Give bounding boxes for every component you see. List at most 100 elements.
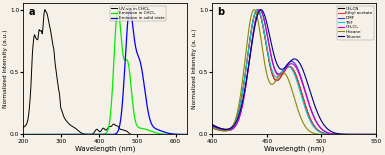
Hexane (323, 133, 327, 135)
CH₂Cl₂ (258, 9, 262, 11)
DMF (373, 134, 378, 135)
Emission in CHCl₃ (184, 134, 189, 135)
CH₃CN (210, 124, 215, 126)
Emission in CHCl₃ (116, 9, 120, 11)
Toluene (323, 125, 327, 127)
UV-vis in CHCl₃ (21, 126, 26, 128)
UV-vis in CHCl₃ (43, 9, 47, 11)
THF (323, 133, 327, 135)
UV-vis in CHCl₃ (164, 134, 169, 135)
CH₃CN (338, 133, 342, 135)
THF (338, 133, 342, 135)
Toluene (259, 9, 263, 11)
CH₂Cl₂ (282, 69, 287, 71)
Toluene (341, 133, 345, 135)
Hexane (252, 9, 256, 11)
Ethyl acetate (227, 129, 231, 131)
Emission in CHCl₃ (84, 134, 89, 135)
THF (210, 126, 215, 128)
Legend: CH₃CN, Ethyl acetate, DMF, THF, CH₂Cl₂, Hexane, Toluene: CH₃CN, Ethyl acetate, DMF, THF, CH₂Cl₂, … (337, 6, 374, 40)
Emission in solid state (164, 132, 169, 134)
DMF (338, 133, 342, 135)
Toluene (227, 128, 231, 130)
Y-axis label: Normalized Intensity (a. u.): Normalized Intensity (a. u.) (192, 29, 198, 109)
THF (373, 134, 378, 135)
CH₂Cl₂ (341, 133, 345, 135)
CH₂Cl₂ (323, 131, 327, 132)
THF (341, 134, 345, 135)
Line: Emission in solid state: Emission in solid state (23, 10, 187, 135)
CH₃CN (227, 128, 231, 130)
Emission in CHCl₃ (91, 134, 95, 135)
DMF (323, 131, 327, 132)
Line: CH₃CN: CH₃CN (213, 10, 376, 135)
UV-vis in CHCl₃ (181, 134, 186, 135)
CH₃CN (323, 133, 327, 134)
Ethyl acetate (276, 79, 281, 80)
Emission in solid state (184, 134, 189, 135)
Ethyl acetate (338, 133, 342, 135)
THF (282, 68, 287, 70)
Emission in CHCl₃ (40, 134, 44, 135)
Toluene (210, 124, 215, 126)
Emission in solid state (40, 134, 44, 135)
UV-vis in CHCl₃ (91, 133, 95, 134)
DMF (341, 133, 345, 135)
Emission in CHCl₃ (181, 134, 186, 135)
Line: Hexane: Hexane (213, 10, 376, 135)
CH₂Cl₂ (227, 129, 231, 131)
Legend: UV-vis in CHCl₃, Emission in CHCl₃, Emission in solid state: UV-vis in CHCl₃, Emission in CHCl₃, Emis… (110, 6, 166, 21)
Emission in solid state (91, 134, 95, 135)
Text: a: a (28, 7, 35, 17)
Toluene (282, 67, 287, 69)
UV-vis in CHCl₃ (50, 38, 54, 39)
CH₃CN (282, 70, 287, 72)
UV-vis in CHCl₃ (184, 134, 189, 135)
UV-vis in CHCl₃ (84, 133, 89, 135)
CH₂Cl₂ (373, 134, 378, 135)
Line: CH₂Cl₂: CH₂Cl₂ (213, 10, 376, 135)
Emission in CHCl₃ (164, 133, 169, 135)
Emission in solid state (84, 134, 89, 135)
DMF (276, 73, 281, 75)
X-axis label: Wavelength (nm): Wavelength (nm) (264, 145, 324, 152)
Ethyl acetate (210, 126, 215, 128)
Emission in solid state (181, 133, 186, 135)
Hexane (210, 127, 215, 129)
CH₃CN (255, 9, 260, 11)
Emission in CHCl₃ (21, 134, 26, 135)
Line: DMF: DMF (213, 10, 376, 135)
CH₃CN (341, 134, 345, 135)
CH₂Cl₂ (210, 125, 215, 127)
THF (276, 75, 281, 77)
DMF (282, 67, 287, 69)
CH₃CN (373, 134, 378, 135)
CH₂Cl₂ (338, 133, 342, 135)
DMF (258, 9, 262, 11)
Ethyl acetate (323, 133, 327, 134)
DMF (210, 125, 215, 127)
DMF (227, 129, 231, 131)
Hexane (276, 75, 281, 77)
UV-vis in CHCl₃ (40, 33, 44, 35)
Line: Emission in CHCl₃: Emission in CHCl₃ (23, 10, 187, 135)
Hexane (341, 134, 345, 135)
Hexane (282, 72, 287, 74)
Y-axis label: Normalized Intensity (a.u.): Normalized Intensity (a.u.) (3, 30, 8, 108)
Line: Ethyl acetate: Ethyl acetate (213, 10, 376, 135)
Emission in solid state (21, 134, 26, 135)
Emission in CHCl₃ (49, 134, 54, 135)
Ethyl acetate (373, 134, 378, 135)
Ethyl acetate (282, 70, 287, 72)
Ethyl acetate (341, 134, 345, 135)
CH₃CN (276, 79, 281, 80)
Emission in solid state (49, 134, 54, 135)
Emission in solid state (127, 9, 132, 11)
Toluene (276, 66, 281, 68)
THF (255, 9, 260, 11)
Hexane (338, 134, 342, 135)
Line: Toluene: Toluene (213, 10, 376, 135)
Line: THF: THF (213, 10, 376, 135)
Hexane (227, 129, 231, 131)
X-axis label: Wavelength (nm): Wavelength (nm) (75, 145, 136, 152)
